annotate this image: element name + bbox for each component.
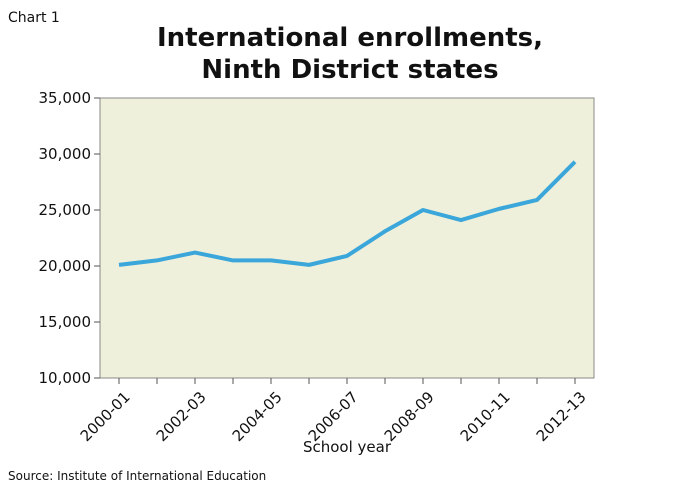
data-line — [118, 160, 577, 267]
plot-area — [99, 97, 595, 379]
source-note: Source: Institute of International Educa… — [8, 469, 266, 483]
y-tick-label: 20,000 — [39, 257, 92, 275]
y-tick-label: 10,000 — [39, 369, 92, 387]
x-tick-label: 2004-05 — [229, 388, 286, 445]
chart-title: International enrollments, — [157, 23, 543, 53]
y-tick-label: 15,000 — [39, 313, 92, 331]
y-tick-label: 30,000 — [39, 145, 92, 163]
x-tick-label: 2010-11 — [457, 388, 514, 445]
chart-label: Chart 1 — [8, 10, 60, 26]
chart-title: Ninth District states — [201, 55, 498, 85]
x-tick-label: 2002-03 — [153, 388, 210, 445]
x-axis-label: School year — [303, 438, 392, 456]
x-tick-label: 2012-13 — [533, 388, 590, 445]
x-tick-label: 2008-09 — [381, 388, 438, 445]
y-tick-label: 25,000 — [39, 201, 92, 219]
y-tick-label: 35,000 — [39, 89, 92, 107]
x-tick-label: 2000-01 — [77, 388, 134, 445]
x-tick-label: 2006-07 — [305, 388, 362, 445]
